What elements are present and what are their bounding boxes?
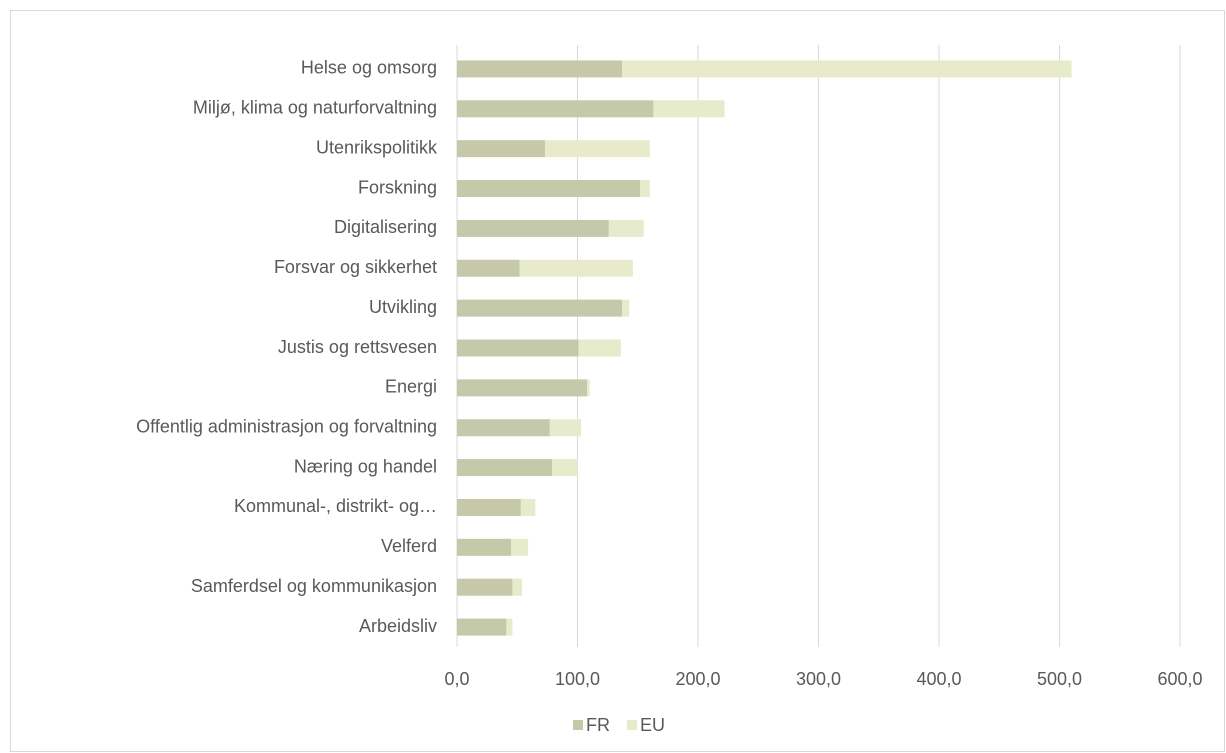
bar-segment: [457, 299, 623, 317]
bar-segment: [457, 419, 550, 437]
chart-frame: [10, 10, 1225, 752]
bar-segment: [544, 140, 650, 158]
bar-segment: [511, 538, 529, 556]
bar-segment: [457, 339, 579, 357]
bar-segment: [622, 60, 1072, 78]
y-tick-label: Samferdsel og kommunikasjon: [191, 576, 437, 596]
x-tick-label: 500,0: [1037, 669, 1082, 689]
y-tick-label: Næring og handel: [294, 456, 437, 476]
legend-swatch: [573, 720, 583, 730]
bar-segment: [457, 219, 609, 237]
bar-segment: [457, 459, 553, 477]
legend-swatch: [627, 720, 637, 730]
bar-segment: [457, 259, 520, 277]
bar-segment: [457, 578, 513, 596]
bar-segment: [520, 498, 536, 516]
x-tick-label: 0,0: [444, 669, 469, 689]
bar-segment: [549, 419, 582, 437]
bar-segment: [457, 538, 512, 556]
bar-segment: [457, 140, 545, 158]
y-tick-label: Arbeidsliv: [359, 616, 437, 636]
x-tick-label: 300,0: [796, 669, 841, 689]
y-tick-label: Forskning: [358, 177, 437, 197]
y-tick-label: Justis og rettsvesen: [278, 337, 437, 357]
bar-segment: [457, 379, 588, 397]
legend-label: FR: [586, 715, 610, 735]
x-tick-label: 400,0: [916, 669, 961, 689]
bar-segment: [519, 259, 633, 277]
y-tick-label: Digitalisering: [334, 217, 437, 237]
bar-segment: [457, 180, 641, 198]
bar-segment: [622, 299, 630, 317]
x-tick-label: 200,0: [675, 669, 720, 689]
bar-segment: [587, 379, 590, 397]
bar-segment: [457, 498, 521, 516]
y-tick-label: Offentlig administrasjon og forvaltning: [136, 416, 437, 436]
bar-segment: [512, 578, 523, 596]
y-tick-label: Velferd: [381, 536, 437, 556]
bar-segment: [653, 100, 725, 118]
y-tick-label: Kommunal-, distrikt- og…: [234, 496, 437, 516]
bar-segment: [640, 180, 650, 198]
x-tick-label: 600,0: [1157, 669, 1202, 689]
bar-segment: [457, 100, 654, 118]
bar-segment: [457, 60, 623, 78]
y-tick-label: Utenrikspolitikk: [316, 137, 438, 157]
x-tick-label: 100,0: [555, 669, 600, 689]
y-tick-label: Helse og omsorg: [301, 58, 437, 78]
bar-segment: [578, 339, 621, 357]
y-tick-label: Forsvar og sikkerhet: [274, 257, 437, 277]
bar-segment: [457, 618, 507, 636]
y-tick-label: Utvikling: [369, 297, 437, 317]
legend-label: EU: [640, 715, 665, 735]
bar-segment: [552, 459, 578, 477]
bar-segment: [608, 219, 644, 237]
y-tick-label: Miljø, klima og naturforvaltning: [193, 98, 437, 118]
bar-segment: [506, 618, 513, 636]
y-tick-label: Energi: [385, 377, 437, 397]
